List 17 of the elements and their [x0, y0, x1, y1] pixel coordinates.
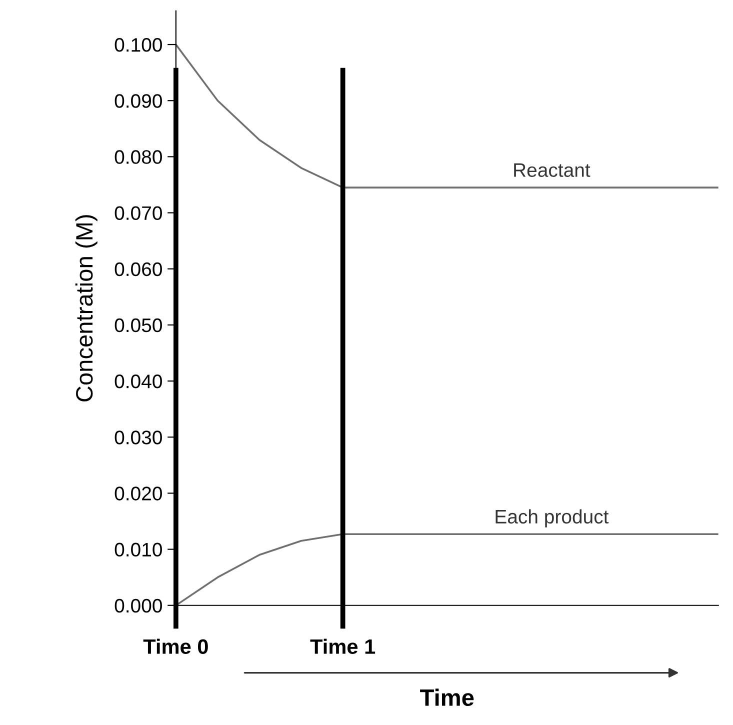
- y-tick-label: 0.010: [114, 542, 162, 557]
- y-tick-label: 0.100: [114, 38, 162, 52]
- x-tick-label: Time 1: [310, 638, 376, 654]
- y-tick-label: 0.080: [114, 150, 162, 164]
- y-tick-label: 0.090: [114, 94, 162, 108]
- series-label: Each product: [496, 509, 609, 528]
- y-tick-label: 0.060: [114, 262, 162, 276]
- y-tick-label: 0.050: [114, 318, 162, 332]
- y-tick-label: 0.000: [114, 598, 162, 613]
- series-label: Reactant: [514, 163, 590, 177]
- y-tick-label: 0.040: [114, 374, 162, 388]
- x-axis-title: Time: [420, 688, 474, 706]
- x-tick-label: Time 0: [143, 638, 208, 654]
- y-tick-label: 0.070: [114, 206, 162, 220]
- y-tick-label: 0.020: [114, 486, 162, 500]
- y-axis-title: Concentration (M): [75, 215, 98, 402]
- y-tick-label: 0.030: [114, 430, 162, 444]
